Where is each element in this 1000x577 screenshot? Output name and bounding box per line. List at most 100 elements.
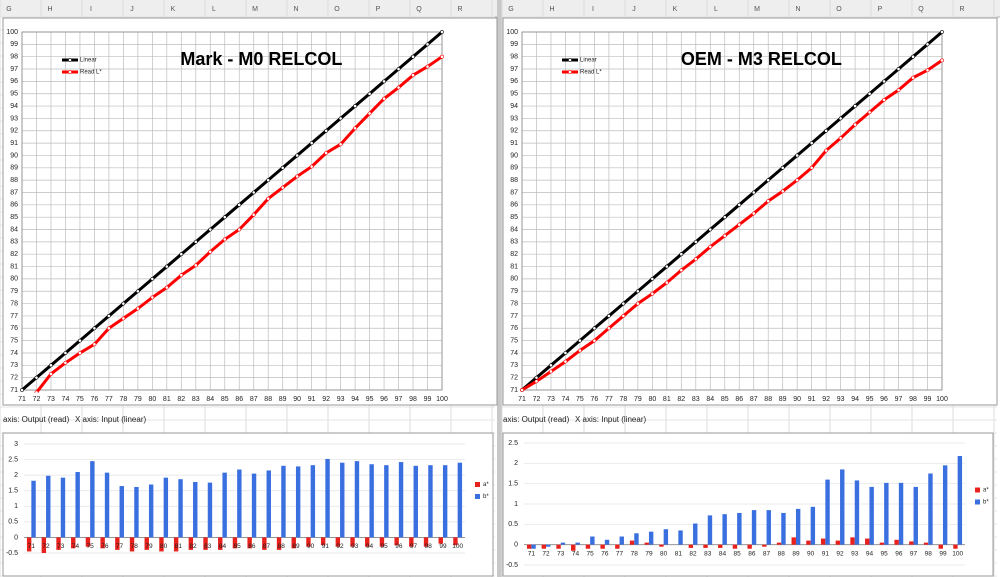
bar <box>262 537 267 550</box>
point-marker <box>324 151 329 155</box>
point-marker <box>940 30 944 34</box>
bar <box>148 484 154 538</box>
chart-area <box>502 432 994 577</box>
bar <box>222 472 227 538</box>
y-tick-label: 92 <box>10 128 18 135</box>
x-tick-label: 94 <box>866 550 874 557</box>
plot-border <box>521 31 943 391</box>
x-tick-label: 95 <box>381 543 389 550</box>
point-marker <box>867 110 872 115</box>
y-tick-label: 2.5 <box>508 440 518 447</box>
x-tick-label: 96 <box>395 543 403 550</box>
x-tick-label: 80 <box>648 396 656 403</box>
y-tick-label: 84 <box>510 226 518 233</box>
plot-border <box>21 31 443 391</box>
column-header: G <box>508 6 513 13</box>
bar <box>747 544 752 549</box>
point-marker <box>440 30 444 34</box>
bar <box>781 512 786 545</box>
y-tick-label: 73 <box>510 362 518 369</box>
legend-label: Linear <box>580 58 597 64</box>
y-tick-label: 78 <box>510 300 518 307</box>
x-tick-label: 73 <box>547 396 555 403</box>
x-tick-label: 77 <box>105 396 113 403</box>
bar <box>457 462 463 538</box>
y-tick-label: 98 <box>10 54 18 61</box>
y-tick-label: 83 <box>10 239 18 246</box>
point-marker <box>809 141 814 146</box>
bar <box>766 510 771 545</box>
y-tick-label: 85 <box>510 214 518 221</box>
point-marker <box>853 122 858 127</box>
column-header: N <box>293 6 298 13</box>
y-tick-label: 88 <box>510 177 518 184</box>
series-line <box>521 59 943 392</box>
x-tick-label: 94 <box>851 396 859 403</box>
bar <box>335 537 341 547</box>
bar <box>894 539 899 545</box>
x-tick-label: 71 <box>528 550 536 557</box>
point-marker <box>78 351 82 355</box>
bar <box>354 461 360 538</box>
point-marker <box>78 338 82 343</box>
x-tick-label: 71 <box>518 396 526 403</box>
x-tick-label: 99 <box>424 396 432 403</box>
x-tick-label: 98 <box>409 396 417 403</box>
x-tick-label: 82 <box>689 550 697 557</box>
point-marker <box>411 73 415 78</box>
point-marker <box>751 190 756 195</box>
point-marker <box>824 128 829 133</box>
legend-marker <box>68 70 72 74</box>
y-tick-label: 86 <box>510 202 518 209</box>
point-marker <box>650 291 655 296</box>
chart: -0.5 0 0.5 1 1.5 2 2.5 3 a* b* 71 72 73 74 75 76 77 78 79 8… <box>2 432 494 577</box>
y-tick-label: 72 <box>510 374 518 381</box>
point-marker <box>693 239 698 244</box>
bar <box>31 480 36 538</box>
chart-title: OEM - M3 RELCOL <box>681 49 842 69</box>
y-tick-label: 81 <box>10 263 18 270</box>
bar <box>251 473 257 538</box>
x-tick-label: 98 <box>909 396 917 403</box>
bar <box>703 544 708 548</box>
column-header: N <box>795 6 800 13</box>
x-tick-label: 99 <box>439 543 447 550</box>
column-header: M <box>252 6 258 13</box>
y-tick-label: 80 <box>10 276 18 283</box>
x-tick-label: 81 <box>163 396 171 403</box>
x-tick-label: 79 <box>134 396 142 403</box>
x-tick-label: 100 <box>452 543 463 550</box>
point-marker <box>222 237 227 242</box>
legend-label: Linear <box>80 58 97 64</box>
cell-text: axis: Output (read) <box>503 415 570 424</box>
x-tick-label: 72 <box>33 396 41 403</box>
legend-label: b* <box>483 494 489 500</box>
x-tick-label: 83 <box>704 550 712 557</box>
chart-title: Mark - M0 RELCOL <box>180 49 342 69</box>
point-marker <box>693 257 698 262</box>
column-header: G <box>6 6 11 13</box>
x-tick-label: 88 <box>778 550 786 557</box>
bar <box>913 486 918 545</box>
bar <box>398 462 404 538</box>
x-tick-label: 77 <box>116 543 124 550</box>
bar <box>26 537 32 552</box>
x-tick-label: 92 <box>322 396 330 403</box>
x-tick-label: 72 <box>42 543 50 550</box>
y-tick-label: 93 <box>510 115 518 122</box>
x-tick-label: 86 <box>248 543 256 550</box>
charts: 71 72 73 74 75 76 77 78 79 80 81 82 83 84 85 86 87 88 89 90… <box>2 17 998 577</box>
x-tick-label: 78 <box>619 396 627 403</box>
y-tick-label: 88 <box>10 177 18 184</box>
x-tick-label: 93 <box>851 550 859 557</box>
point-marker <box>367 111 372 116</box>
column-header: J <box>130 6 134 13</box>
y-tick-label: 94 <box>10 103 18 110</box>
column-header: P <box>878 6 883 13</box>
x-tick-label: 74 <box>572 550 580 557</box>
bar <box>835 540 841 545</box>
point-marker <box>795 178 800 183</box>
point-marker <box>751 211 756 216</box>
point-marker <box>396 85 401 90</box>
legend-swatch <box>975 499 980 505</box>
